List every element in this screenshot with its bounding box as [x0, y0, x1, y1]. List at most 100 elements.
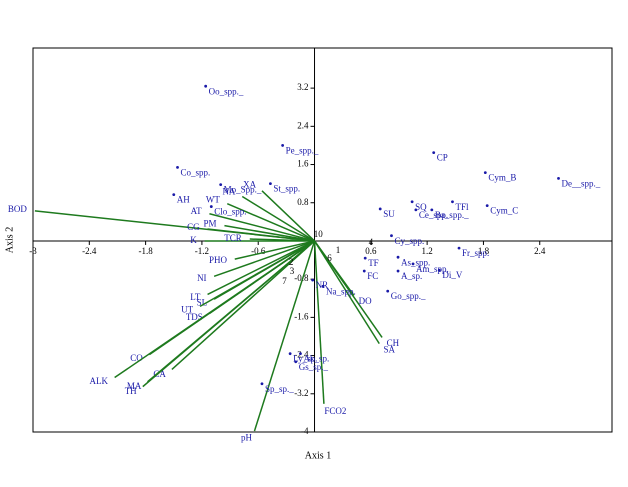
- species-label: Cym_B: [488, 173, 516, 183]
- species-label: Clo_spp.: [214, 207, 246, 217]
- species-point: [176, 166, 179, 169]
- env-vector: [209, 213, 315, 242]
- x-axis-title: Axis 1: [305, 450, 331, 461]
- vector-label: SL: [197, 297, 208, 307]
- species-point: [321, 284, 325, 288]
- env-vector: [199, 240, 315, 308]
- vector-label: FCO2: [324, 406, 346, 416]
- species-point: [281, 144, 285, 147]
- vector-label: NI: [197, 273, 207, 283]
- species-label: Ce_spp.: [419, 210, 448, 220]
- species-label: TFl: [455, 202, 469, 212]
- env-vector: [241, 195, 315, 242]
- env-vector: [313, 240, 355, 296]
- species-label: Di_V: [442, 270, 463, 280]
- vector-label: BOD: [8, 204, 28, 214]
- species-point: [294, 360, 298, 364]
- species-label: Fr_spp.: [462, 248, 489, 258]
- x-tick-label: 0.6: [365, 246, 377, 256]
- species-point: [451, 200, 454, 204]
- species-point: [299, 352, 302, 356]
- site-label: 4: [369, 237, 374, 247]
- y-tick-label: -3.2: [294, 388, 308, 398]
- vector-label: TH: [125, 386, 137, 396]
- species-label: Oo_spp._: [209, 86, 244, 96]
- site-label: 10: [314, 229, 324, 239]
- vector-label: DO: [359, 296, 372, 306]
- site-label: 2: [289, 257, 294, 267]
- env-vector: [224, 224, 315, 242]
- species-point: [269, 182, 272, 186]
- x-tick-label: -0.6: [251, 246, 266, 256]
- species-label: CP: [437, 153, 448, 163]
- vector-label: XA: [243, 179, 256, 189]
- vector-label: SA: [384, 344, 396, 354]
- vector-label: NA: [222, 186, 235, 196]
- species-point: [396, 255, 400, 259]
- species-point: [557, 176, 560, 180]
- y-tick-label: 1.6: [297, 159, 309, 169]
- site-label: 6: [327, 253, 332, 263]
- vector-label: ALK: [90, 376, 109, 386]
- species-label: FC: [367, 271, 378, 281]
- env-vector: [213, 240, 315, 278]
- env-vector: [171, 240, 316, 370]
- species-label: Ba_spp._: [435, 210, 469, 220]
- species-label: Cy_spp.: [394, 236, 424, 246]
- site-label: 7: [282, 276, 287, 286]
- site-label: 3: [290, 266, 295, 276]
- species-point: [204, 84, 208, 88]
- species-point: [209, 205, 213, 208]
- species-point: [386, 289, 390, 293]
- env-vector: [207, 228, 315, 242]
- species-point: [396, 269, 400, 273]
- species-point: [432, 151, 436, 154]
- env-vector: [234, 240, 315, 260]
- vector-label: AT: [191, 206, 203, 216]
- plot-frame: [32, 47, 613, 433]
- species-point: [483, 171, 487, 175]
- species-label: NR: [316, 280, 329, 290]
- site-label: 1: [336, 245, 341, 255]
- vector-label: K: [190, 235, 197, 245]
- species-label: Co_spp.: [181, 167, 211, 177]
- y-tick-label: -0.8: [294, 273, 309, 283]
- vector-label: MA: [127, 381, 142, 391]
- x-tick-label: -2.4: [82, 246, 97, 256]
- y-tick-label: 3.2: [297, 82, 308, 92]
- species-point: [219, 183, 223, 186]
- vector-label: CG: [187, 222, 200, 232]
- species-point: [172, 193, 176, 197]
- env-vector: [114, 240, 315, 379]
- vector-label: CH: [387, 338, 400, 348]
- species-label: Mo_Spp._: [224, 185, 262, 195]
- env-vector: [253, 240, 316, 432]
- species-point: [414, 208, 418, 212]
- species-point: [363, 256, 367, 260]
- species-label: Na_spp.: [326, 286, 356, 296]
- species-label: Ly_sp.: [293, 354, 317, 364]
- species-point: [411, 262, 415, 266]
- y-tick-label: 2.4: [297, 120, 309, 130]
- species-label: Go_spp._: [391, 291, 426, 301]
- y-axis-title: Axis 2: [4, 227, 15, 253]
- vector-label: pH: [241, 433, 253, 443]
- species-point: [288, 352, 292, 356]
- species-label: Am_spp.: [416, 264, 449, 274]
- y-tick-label: 0.8: [297, 197, 309, 207]
- species-label: AH: [177, 195, 190, 205]
- vector-label: LT: [190, 292, 201, 302]
- vector-label: CO: [130, 353, 143, 363]
- x-tick-label: 2.4: [534, 246, 546, 256]
- vector-label: PHO: [209, 255, 228, 265]
- species-point: [430, 208, 434, 212]
- env-vector: [207, 240, 315, 296]
- species-label: A_sp.: [401, 271, 422, 281]
- species-point: [260, 382, 264, 386]
- y-tick-label: -1.6: [294, 311, 309, 321]
- env-vector: [313, 240, 380, 345]
- species-label: SQ: [415, 202, 427, 212]
- species-label: St_spp.: [273, 184, 300, 194]
- species-label: De__spp._: [562, 178, 601, 188]
